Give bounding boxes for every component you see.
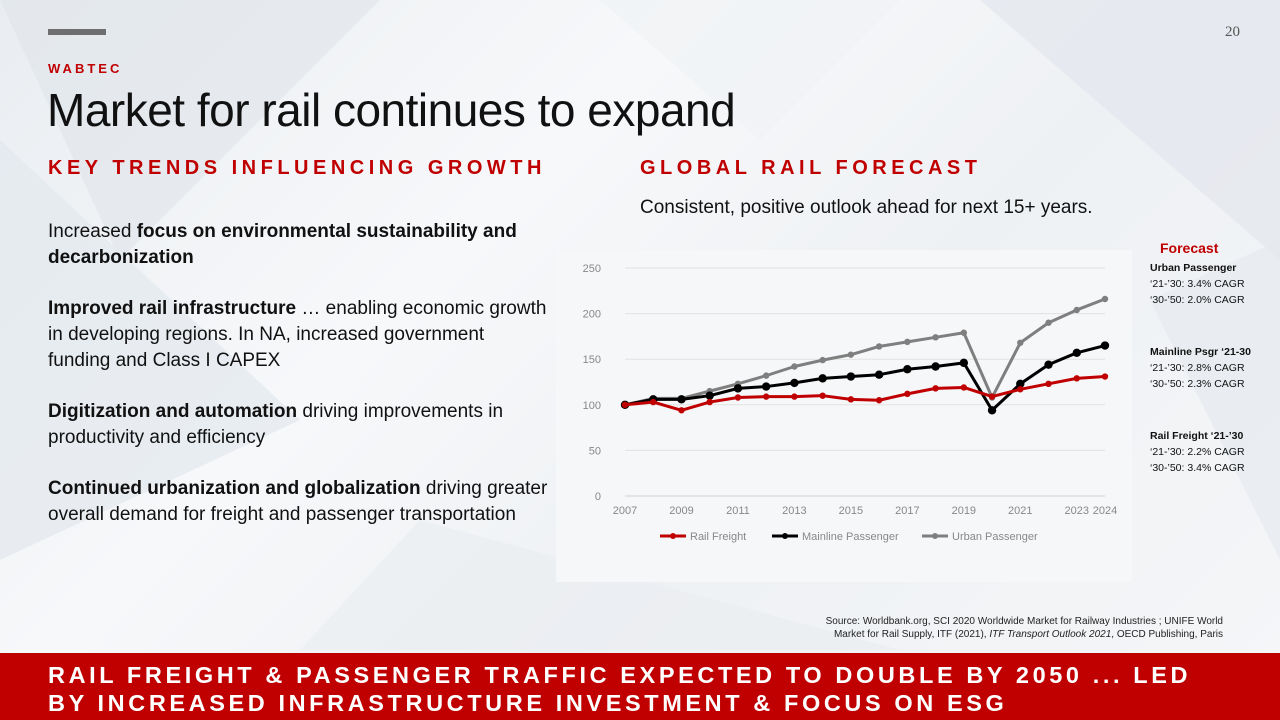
data-point <box>932 334 939 341</box>
data-point <box>988 393 996 400</box>
data-point <box>875 397 883 404</box>
data-point <box>678 407 685 414</box>
data-point <box>903 365 912 374</box>
data-point <box>1072 348 1081 358</box>
data-point <box>875 343 883 350</box>
data-point <box>734 394 742 401</box>
data-point <box>1044 360 1053 369</box>
forecast-freight: Rail Freight ‘21-’30 ‘21-’30: 2.2% CAGR … <box>1150 430 1245 474</box>
y-tick-label: 200 <box>583 309 601 321</box>
forecast-heading: Forecast <box>1160 240 1219 256</box>
data-point <box>1045 319 1052 326</box>
data-point <box>1045 380 1052 388</box>
data-point <box>931 362 940 371</box>
trend-item: Digitization and automation driving impr… <box>48 401 504 448</box>
x-tick-label: 2013 <box>782 505 806 517</box>
data-point <box>819 356 826 364</box>
data-point <box>761 382 771 391</box>
data-point <box>1073 306 1080 314</box>
line-chart-svg: 0 50 100 150 200 250 2007 2009 2011 2013 2015 2017 2… <box>583 263 1118 543</box>
x-tick-label: 2009 <box>669 505 693 517</box>
data-point <box>904 338 911 346</box>
data-point <box>846 372 856 381</box>
trend-list: Increased focus on environmental sustain… <box>48 219 548 553</box>
series-line <box>624 297 1106 407</box>
source-note: Source: Worldbank.org, SCI 2020 Worldwid… <box>825 616 1223 640</box>
key-trends-heading: KEY TRENDS INFLUENCING GROWTH <box>48 157 546 179</box>
x-tick-label: 2021 <box>1008 505 1032 517</box>
y-tick-label: 0 <box>595 491 601 503</box>
data-point <box>847 396 855 403</box>
data-point <box>1016 379 1025 389</box>
legend-label: Rail Freight <box>690 531 746 543</box>
data-point <box>705 391 714 400</box>
data-point <box>932 385 939 392</box>
data-point <box>790 378 799 388</box>
data-point <box>1101 373 1109 380</box>
data-point <box>904 390 911 398</box>
data-point <box>791 393 798 400</box>
data-point <box>1101 295 1109 303</box>
legend-marker <box>782 533 788 539</box>
data-point <box>1073 375 1080 382</box>
data-point <box>762 372 770 379</box>
y-tick-label: 150 <box>583 354 601 366</box>
data-point <box>819 392 826 399</box>
forecast-mainline: Mainline Psgr ‘21-30 ‘21-’30: 2.8% CAGR … <box>1150 346 1251 390</box>
legend-label: Urban Passenger <box>952 531 1038 543</box>
x-tick-label: 2007 <box>613 505 637 517</box>
x-tick-label: 2011 <box>726 505 750 517</box>
data-point <box>818 374 827 383</box>
data-point <box>874 370 884 379</box>
data-point <box>960 329 968 336</box>
banner-text: RAIL FREIGHT & PASSENGER TRAFFIC EXPECTE… <box>48 662 1192 716</box>
data-point <box>733 384 743 393</box>
y-tick-label: 50 <box>589 445 601 457</box>
y-tick-label: 250 <box>583 263 601 275</box>
data-point <box>1017 386 1024 393</box>
forecast-urban: Urban Passenger ‘21-’30: 3.4% CAGR ‘30-’… <box>1150 262 1245 306</box>
data-point <box>677 395 686 404</box>
y-tick-label: 100 <box>583 400 601 412</box>
series-line <box>624 344 1106 412</box>
data-point <box>706 398 713 406</box>
data-point <box>987 406 997 415</box>
data-point <box>762 393 770 400</box>
data-point <box>1017 339 1024 346</box>
data-point <box>621 401 629 408</box>
rail-forecast-chart: 0 50 100 150 200 250 2007 2009 2011 2013 2015 2017 2… <box>556 250 1132 582</box>
page-number: 20 <box>1225 24 1240 40</box>
data-point <box>650 398 657 406</box>
x-tick-label: 2024 <box>1093 505 1117 517</box>
brand-label: WABTEC <box>48 61 123 76</box>
x-tick-label: 2019 <box>952 505 976 517</box>
top-accent-bar <box>48 29 106 35</box>
data-point <box>960 384 968 391</box>
x-tick-label: 2017 <box>895 505 919 517</box>
trend-item: Increased focus on environmental sustain… <box>48 221 517 268</box>
trend-item: Improved rail infrastructure … enabling … <box>48 298 547 371</box>
forecast-panel: Forecast Urban Passenger ‘21-’30: 3.4% C… <box>1150 240 1275 512</box>
slide-title: Market for rail continues to expand <box>47 84 736 136</box>
forecast-subtitle: Consistent, positive outlook ahead for n… <box>640 197 1093 218</box>
trend-item: Continued urbanization and globalization… <box>48 478 548 525</box>
legend-marker <box>670 533 676 539</box>
legend-label: Mainline Passenger <box>802 531 899 543</box>
bottom-banner: RAIL FREIGHT & PASSENGER TRAFFIC EXPECTE… <box>0 653 1280 720</box>
data-point <box>847 351 855 358</box>
legend-marker <box>932 533 938 539</box>
x-tick-label: 2015 <box>839 505 863 517</box>
global-forecast-heading: GLOBAL RAIL FORECAST <box>640 157 982 179</box>
x-tick-label: 2023 <box>1065 505 1089 517</box>
data-point <box>791 363 798 370</box>
data-point <box>959 358 969 368</box>
series-line <box>624 375 1106 412</box>
data-point <box>1100 341 1110 350</box>
